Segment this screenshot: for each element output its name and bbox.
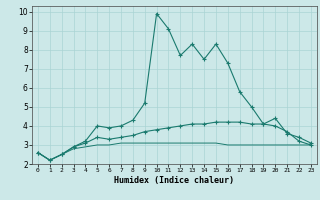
X-axis label: Humidex (Indice chaleur): Humidex (Indice chaleur) bbox=[115, 176, 234, 185]
